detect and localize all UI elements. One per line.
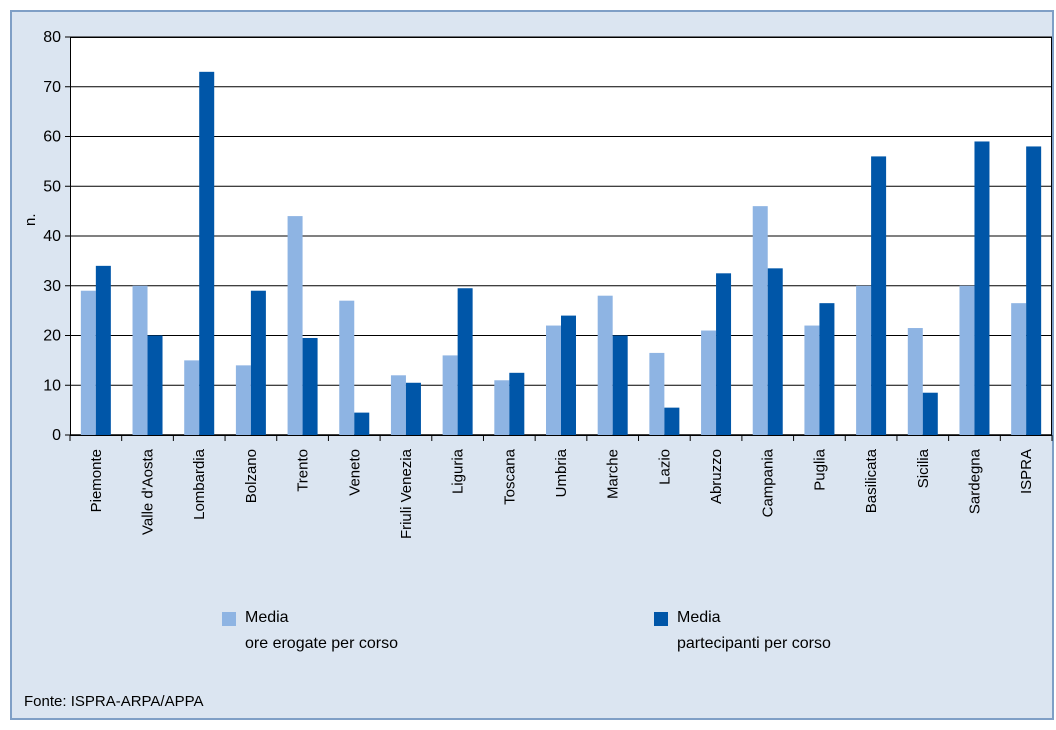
y-tick-label: 0 (52, 427, 61, 444)
y-tick-label: 10 (43, 377, 61, 394)
bar-partecipanti (354, 412, 370, 435)
y-tick-label: 30 (43, 278, 61, 295)
bar-partecipanti (302, 337, 318, 435)
x-tick-label: ISPRA (1018, 449, 1035, 494)
bar-ore (390, 375, 406, 435)
bar-ore (80, 290, 96, 435)
x-tick-label: Veneto (346, 449, 363, 496)
bar-partecipanti (664, 407, 680, 435)
bar-ore (649, 352, 665, 435)
bar-partecipanti (871, 156, 887, 435)
bar-partecipanti (95, 265, 111, 435)
legend-ore-line2: ore erogate per corso (245, 635, 398, 652)
bar-ore (442, 355, 458, 435)
x-tick-label: Basilicata (863, 448, 880, 513)
x-tick-label: Valle d'Aosta (140, 448, 157, 535)
x-tick-label: Abruzzo (708, 449, 725, 504)
legend-swatch-partecipanti (654, 612, 668, 626)
source-note: Fonte: ISPRA-ARPA/APPA (24, 693, 204, 710)
bar-partecipanti (405, 382, 421, 435)
bar-partecipanti (974, 141, 990, 435)
bar-ore (907, 328, 923, 435)
legend-partecipanti-line1: Media (677, 609, 721, 626)
bar-ore (752, 206, 768, 435)
bar-partecipanti (716, 273, 732, 435)
bar-ore (287, 216, 303, 435)
y-tick-label: 20 (43, 328, 61, 345)
x-tick-label: Liguria (450, 448, 467, 494)
x-tick-label: Piemonte (88, 449, 105, 512)
legend-partecipanti-line2: partecipanti per corso (677, 635, 831, 652)
bar-partecipanti (457, 288, 473, 435)
x-tick-label: Trento (295, 449, 312, 492)
bar-ore (494, 380, 510, 435)
bar-ore (597, 295, 613, 435)
bar-ore (804, 325, 820, 435)
x-tick-label: Friuli Venezia (398, 448, 415, 539)
bar-partecipanti (1026, 146, 1042, 435)
x-tick-label: Umbria (553, 448, 570, 497)
bar-ore (235, 365, 251, 435)
y-tick-label: 60 (43, 129, 61, 146)
bar-ore (132, 285, 148, 435)
y-axis-label: n. (22, 213, 39, 226)
x-tick-label: Sicilia (915, 448, 932, 488)
bar-ore (184, 360, 200, 435)
bar-ore (856, 285, 872, 435)
bar-partecipanti (199, 71, 215, 435)
bar-partecipanti (819, 303, 835, 435)
x-tick-label: Puglia (811, 448, 828, 490)
bar-ore (701, 330, 717, 435)
bar-partecipanti (922, 392, 938, 435)
x-tick-label: Lombardia (191, 448, 208, 520)
bar-ore (1011, 303, 1027, 435)
bar-partecipanti (509, 372, 525, 435)
legend-label-ore: Media ore erogate per corso (245, 605, 398, 657)
bar-partecipanti (612, 335, 628, 435)
legend-ore-line1: Media (245, 609, 289, 626)
y-tick-label: 50 (43, 178, 61, 195)
bar-partecipanti (767, 268, 783, 435)
x-tick-label: Sardegna (966, 448, 983, 514)
legend-label-partecipanti: Media partecipanti per corso (677, 605, 831, 657)
bar-ore (546, 325, 561, 435)
y-tick-label: 70 (43, 79, 61, 96)
legend-swatch-ore (222, 612, 236, 626)
bar-partecipanti (147, 335, 163, 435)
x-tick-label: Toscana (501, 448, 518, 505)
y-tick-label: 80 (43, 29, 61, 46)
x-tick-label: Campania (760, 448, 777, 517)
bar-partecipanti (561, 315, 576, 435)
bar-ore (959, 285, 975, 435)
y-tick-label: 40 (43, 228, 61, 245)
x-tick-label: Bolzano (243, 449, 260, 503)
x-tick-label: Lazio (656, 449, 673, 485)
bar-partecipanti (250, 290, 266, 435)
x-tick-label: Marche (605, 449, 622, 499)
bar-ore (339, 300, 355, 435)
